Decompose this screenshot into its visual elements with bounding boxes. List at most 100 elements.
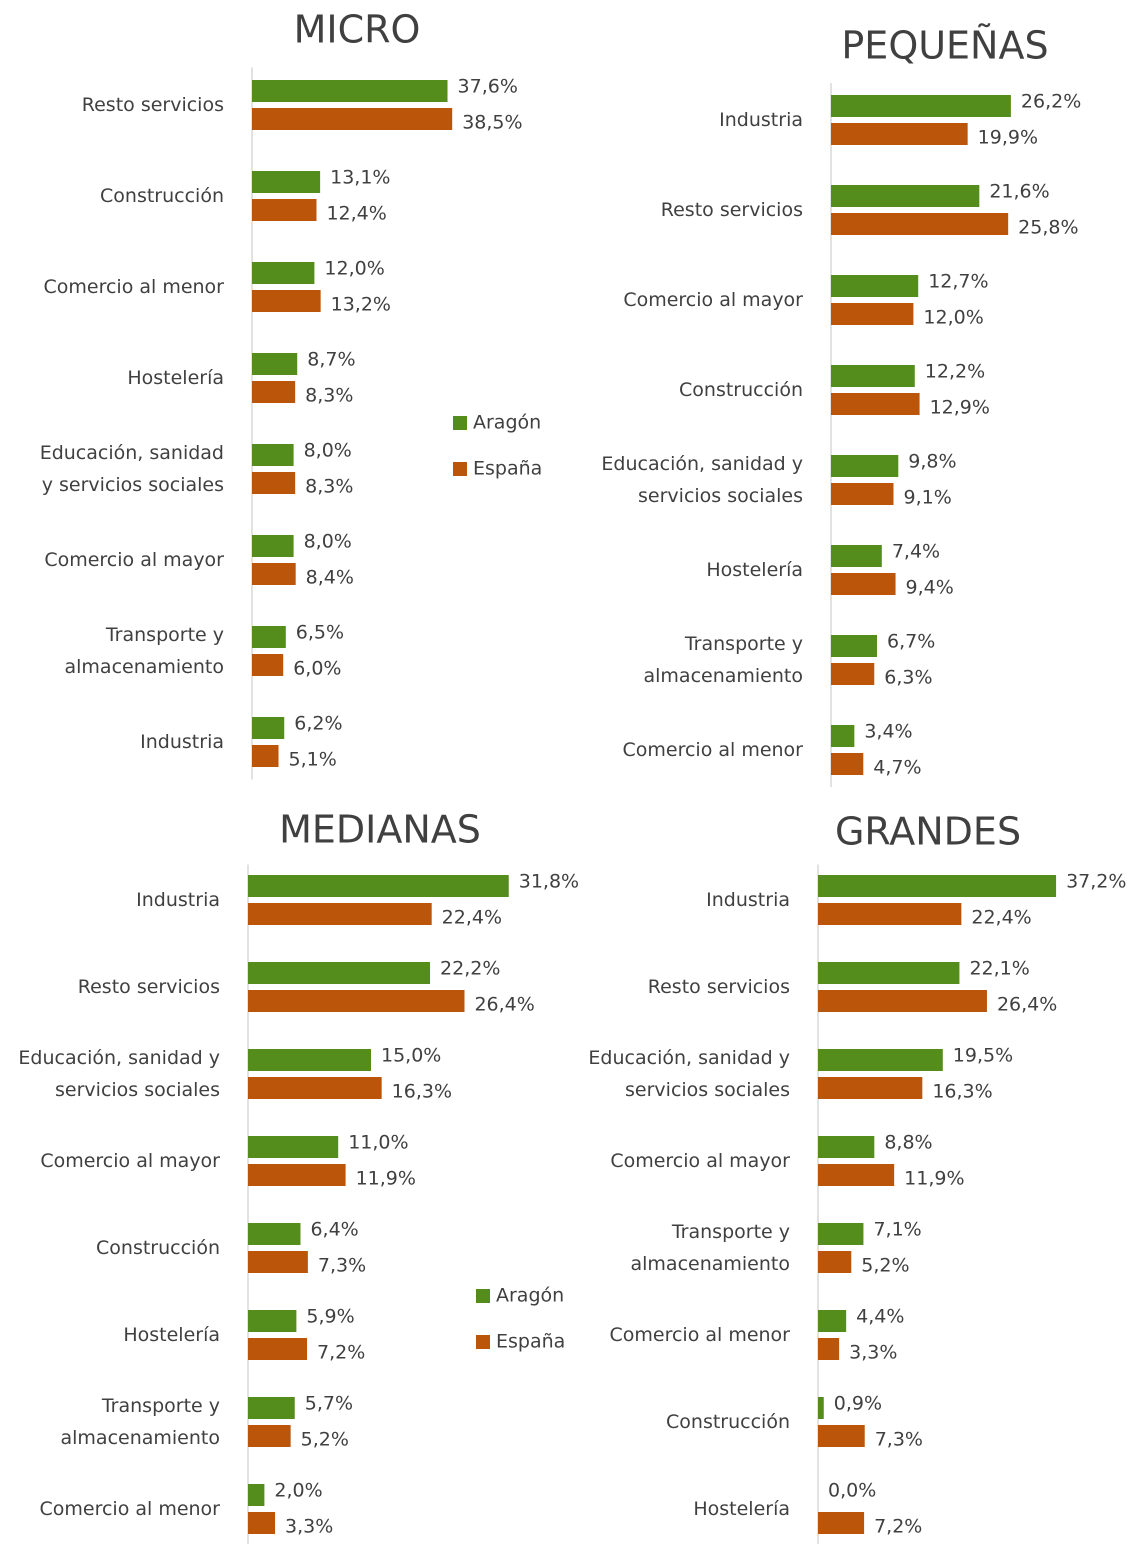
value-label: 26,4% [997,994,1057,1016]
legend-label: España [496,1331,565,1353]
value-label: 8,0% [304,440,352,462]
value-label: 7,2% [317,1342,365,1364]
bar [252,290,321,312]
bar [252,171,321,193]
value-label: 12,7% [928,271,988,293]
bar [252,262,315,284]
category-label: Resto servicios [648,976,790,998]
bar [831,185,980,207]
category-label: Educación, sanidad y servicios sociales [18,1047,220,1101]
legend-label: Aragón [496,1285,564,1307]
bar [248,990,465,1012]
category-label: Industria [706,889,790,911]
bar [252,563,296,585]
bar [252,199,317,221]
bar [252,80,448,102]
value-label: 22,4% [971,907,1031,929]
bar [252,381,296,403]
bar [248,1164,346,1186]
value-label: 7,3% [318,1255,366,1277]
category-label: Comercio al mayor [610,1150,790,1172]
bar [252,444,294,466]
bar [252,745,279,767]
chart-title: GRANDES [835,810,1021,854]
value-label: 8,4% [306,567,354,589]
bar [818,962,960,984]
value-label: 8,3% [305,476,353,498]
bar [831,95,1011,117]
category-label: Educación, sanidad y servicios sociales [40,442,224,496]
bar [818,1397,824,1419]
category-label: Resto servicios [661,199,803,221]
bar [248,1049,371,1071]
category-label: Hostelería [127,367,224,389]
value-label: 11,9% [356,1168,416,1190]
bar [252,717,285,739]
category-label: Resto servicios [78,976,220,998]
bar [248,1136,339,1158]
bar [818,1049,943,1071]
bar [818,1164,895,1186]
value-label: 7,3% [875,1429,923,1451]
value-label: 8,7% [307,349,355,371]
category-label: Comercio al mayor [623,289,803,311]
bar [248,1338,308,1360]
value-label: 6,7% [887,631,935,653]
value-label: 37,6% [458,76,518,98]
category-label: Comercio al mayor [40,1150,220,1172]
value-label: 3,3% [285,1516,333,1538]
value-label: 5,7% [305,1393,353,1415]
value-label: 11,0% [348,1132,408,1154]
bar [831,545,882,567]
value-label: 9,4% [906,577,954,599]
category-label: Industria [719,109,803,131]
value-label: 6,2% [294,713,342,735]
category-label: Construcción [666,1411,790,1433]
bar [831,573,896,595]
value-label: 4,4% [856,1306,904,1328]
bar [248,903,432,925]
value-label: 16,3% [392,1081,452,1103]
bar [818,1338,840,1360]
value-label: 26,2% [1021,91,1081,113]
bar [831,303,914,325]
value-label: 4,7% [873,757,921,779]
value-label: 5,2% [861,1255,909,1277]
category-label: Comercio al mayor [44,549,224,571]
value-label: 6,5% [296,622,344,644]
value-label: 19,9% [978,127,1038,149]
bar [831,275,919,297]
value-label: 25,8% [1018,217,1078,239]
bar [831,483,894,505]
value-label: 0,9% [834,1393,882,1415]
category-label: Comercio al menor [622,739,803,761]
value-label: 19,5% [953,1045,1013,1067]
bar [818,1310,847,1332]
bar [248,1310,297,1332]
bar [831,393,920,415]
value-label: 12,9% [930,397,990,419]
value-label: 12,0% [324,258,384,280]
legend-swatch [453,462,467,476]
value-label: 11,9% [904,1168,964,1190]
bar [831,663,875,685]
value-label: 6,0% [293,658,341,680]
value-label: 26,4% [474,994,534,1016]
bar [248,1223,301,1245]
chart-title: MEDIANAS [279,808,481,852]
value-label: 7,4% [892,541,940,563]
legend-label: España [473,458,542,480]
category-label: Construcción [100,185,224,207]
bar [248,1425,291,1447]
value-label: 16,3% [932,1081,992,1103]
value-label: 22,2% [440,958,500,980]
bar [818,1251,852,1273]
category-label: Industria [140,731,224,753]
value-label: 9,8% [908,451,956,473]
bar [248,875,509,897]
bar [248,962,431,984]
bar [818,1425,865,1447]
value-label: 22,4% [442,907,502,929]
category-label: Resto servicios [82,94,224,116]
value-label: 8,3% [305,385,353,407]
